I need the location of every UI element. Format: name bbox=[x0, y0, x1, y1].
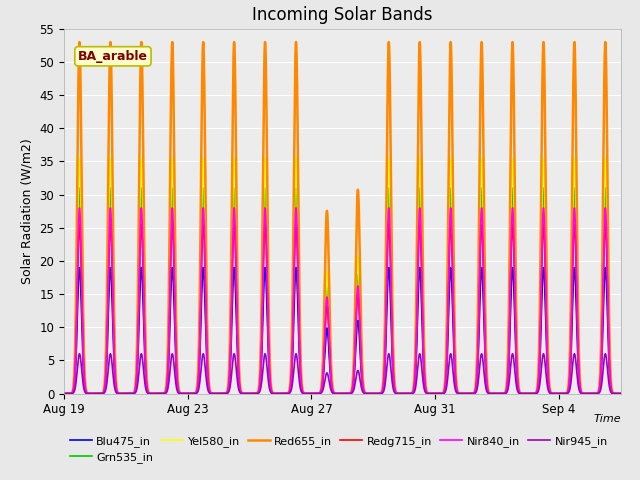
Red655_in bbox=[608, 385, 616, 391]
Nir840_in bbox=[617, 391, 625, 396]
Grn535_in bbox=[617, 391, 625, 396]
Line: Red655_in: Red655_in bbox=[64, 42, 621, 394]
Red655_in bbox=[92, 391, 100, 396]
Yel580_in bbox=[608, 387, 616, 393]
Nir840_in bbox=[409, 390, 417, 396]
Nir945_in bbox=[617, 391, 625, 396]
Line: Yel580_in: Yel580_in bbox=[64, 158, 621, 394]
Red655_in bbox=[409, 389, 417, 395]
Line: Redg715_in: Redg715_in bbox=[64, 225, 621, 394]
Legend: Blu475_in, Grn535_in, Yel580_in, Red655_in, Redg715_in, Nir840_in, Nir945_in: Blu475_in, Grn535_in, Yel580_in, Red655_… bbox=[70, 436, 608, 463]
Title: Incoming Solar Bands: Incoming Solar Bands bbox=[252, 6, 433, 24]
Grn535_in bbox=[401, 391, 408, 396]
Blu475_in bbox=[209, 391, 217, 396]
Red655_in bbox=[60, 391, 68, 396]
Yel580_in bbox=[92, 391, 100, 396]
Grn535_in bbox=[409, 390, 417, 396]
Text: BA_arable: BA_arable bbox=[78, 50, 148, 63]
Redg715_in bbox=[209, 391, 217, 396]
Nir840_in bbox=[209, 391, 217, 396]
Yel580_in bbox=[76, 155, 83, 161]
Grn535_in bbox=[76, 185, 83, 191]
Nir840_in bbox=[500, 391, 508, 396]
Nir945_in bbox=[76, 351, 83, 357]
Redg715_in bbox=[92, 391, 100, 396]
Blu475_in bbox=[401, 391, 408, 396]
Yel580_in bbox=[409, 389, 417, 395]
Grn535_in bbox=[500, 391, 508, 396]
Redg715_in bbox=[617, 391, 625, 396]
Nir945_in bbox=[409, 391, 417, 396]
Yel580_in bbox=[617, 391, 625, 396]
Red655_in bbox=[617, 391, 625, 396]
Yel580_in bbox=[60, 391, 68, 396]
Nir945_in bbox=[209, 391, 217, 396]
Line: Blu475_in: Blu475_in bbox=[64, 267, 621, 394]
Blu475_in bbox=[76, 264, 83, 270]
Redg715_in bbox=[60, 391, 68, 396]
Nir840_in bbox=[401, 391, 408, 396]
Yel580_in bbox=[500, 391, 508, 396]
Red655_in bbox=[209, 391, 217, 396]
Blu475_in bbox=[92, 391, 100, 396]
Y-axis label: Solar Radiation (W/m2): Solar Radiation (W/m2) bbox=[21, 138, 34, 284]
Blu475_in bbox=[608, 389, 616, 395]
Nir945_in bbox=[92, 391, 100, 396]
Redg715_in bbox=[409, 390, 417, 396]
Nir840_in bbox=[608, 388, 616, 394]
Line: Grn535_in: Grn535_in bbox=[64, 188, 621, 394]
Grn535_in bbox=[92, 391, 100, 396]
Yel580_in bbox=[209, 391, 217, 396]
Redg715_in bbox=[401, 391, 408, 396]
Blu475_in bbox=[617, 391, 625, 396]
Nir840_in bbox=[92, 391, 100, 396]
Redg715_in bbox=[500, 391, 508, 396]
Nir945_in bbox=[60, 391, 68, 396]
Line: Nir945_in: Nir945_in bbox=[64, 354, 621, 394]
Line: Nir840_in: Nir840_in bbox=[64, 208, 621, 394]
Yel580_in bbox=[401, 391, 408, 396]
Redg715_in bbox=[608, 388, 616, 394]
Grn535_in bbox=[608, 387, 616, 393]
Nir840_in bbox=[76, 205, 83, 211]
Nir945_in bbox=[401, 391, 408, 396]
Redg715_in bbox=[76, 222, 83, 228]
Red655_in bbox=[500, 391, 508, 396]
Nir945_in bbox=[608, 390, 616, 396]
Grn535_in bbox=[60, 391, 68, 396]
Blu475_in bbox=[409, 390, 417, 396]
Red655_in bbox=[401, 391, 408, 396]
Blu475_in bbox=[60, 391, 68, 396]
Nir945_in bbox=[500, 391, 508, 396]
Blu475_in bbox=[500, 391, 508, 396]
Red655_in bbox=[76, 39, 83, 45]
Nir840_in bbox=[60, 391, 68, 396]
Grn535_in bbox=[209, 391, 217, 396]
Text: Time: Time bbox=[593, 414, 621, 424]
